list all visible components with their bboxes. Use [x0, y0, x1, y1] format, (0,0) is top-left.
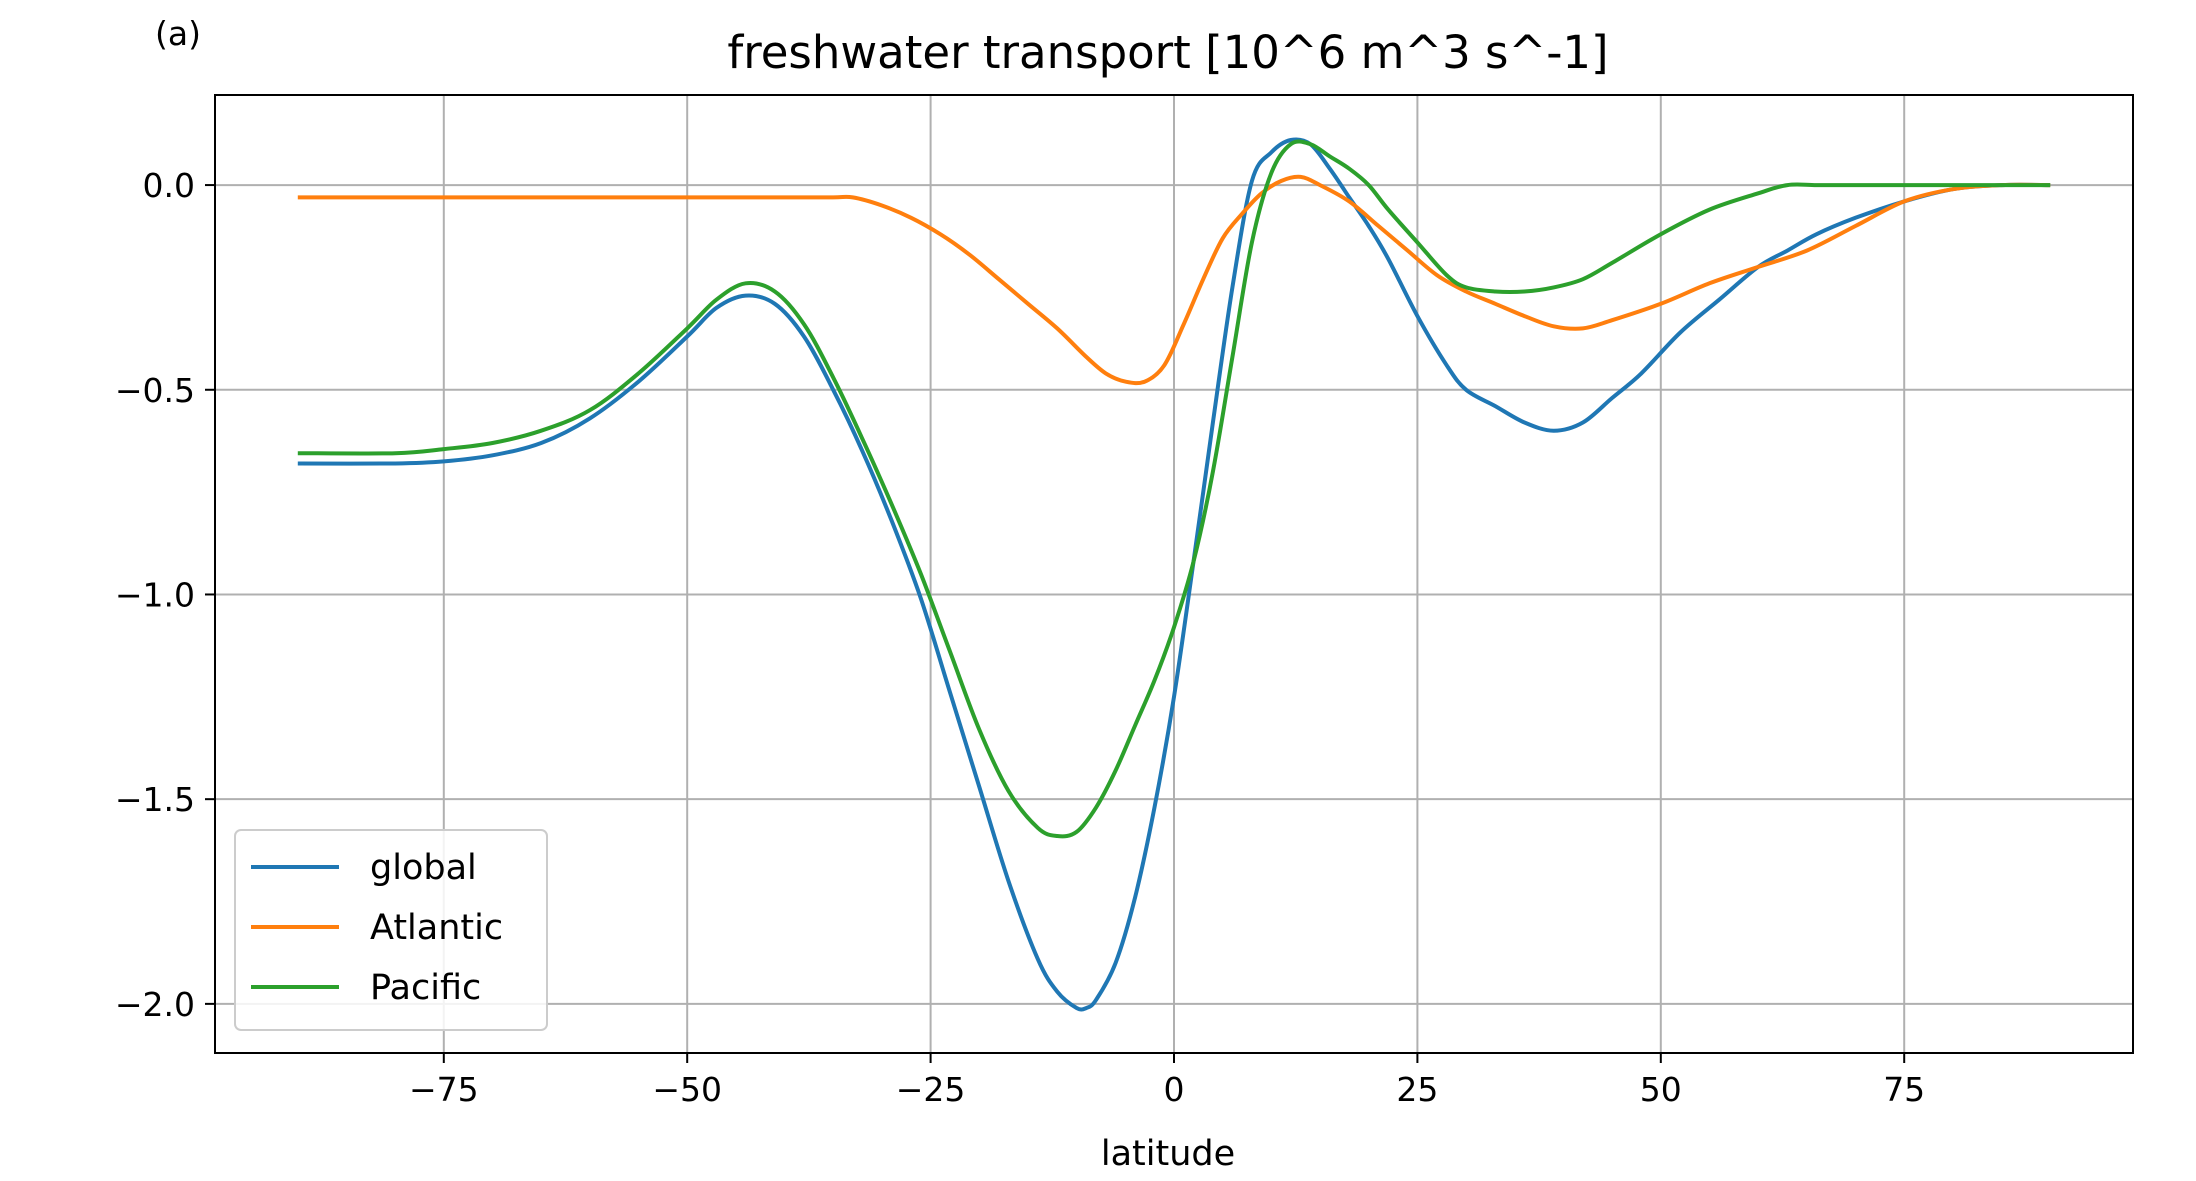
x-tick-label: 25 — [1396, 1070, 1438, 1109]
legend-box — [234, 829, 548, 1031]
legend-label-global: global — [370, 848, 477, 888]
legend-label-pacific: Pacific — [370, 968, 481, 1008]
x-axis-label: latitude — [1101, 1134, 1235, 1174]
y-tick-label: −1.0 — [115, 575, 195, 614]
series-line-atlantic — [297, 174, 2051, 386]
ticks: −75 −50 −25 0 25 50 75 0.0 −0.5 −1.0 −1.5 −2.0 — [115, 166, 1925, 1109]
x-tick-label: 75 — [1883, 1070, 1925, 1109]
x-tick-label: 50 — [1640, 1070, 1682, 1109]
y-tick-label: −2.0 — [115, 985, 195, 1024]
x-tick-label: −50 — [652, 1070, 722, 1109]
grid — [215, 95, 2133, 1053]
y-tick-label: −1.5 — [115, 780, 195, 819]
y-tick-label: 0.0 — [143, 166, 195, 205]
legend-label-atlantic: Atlantic — [370, 908, 503, 948]
series-layer — [297, 137, 2051, 1012]
series-line-pacific — [297, 139, 2051, 839]
panel-label: (a) — [155, 14, 201, 53]
x-tick-label: −75 — [409, 1070, 479, 1109]
y-tick-label: −0.5 — [115, 371, 195, 410]
x-tick-label: 0 — [1164, 1070, 1185, 1109]
legend: global Atlantic Pacific — [234, 829, 548, 1031]
chart-title: freshwater transport [10^6 m^3 s^-1] — [727, 26, 1608, 79]
x-tick-label: −25 — [896, 1070, 966, 1109]
